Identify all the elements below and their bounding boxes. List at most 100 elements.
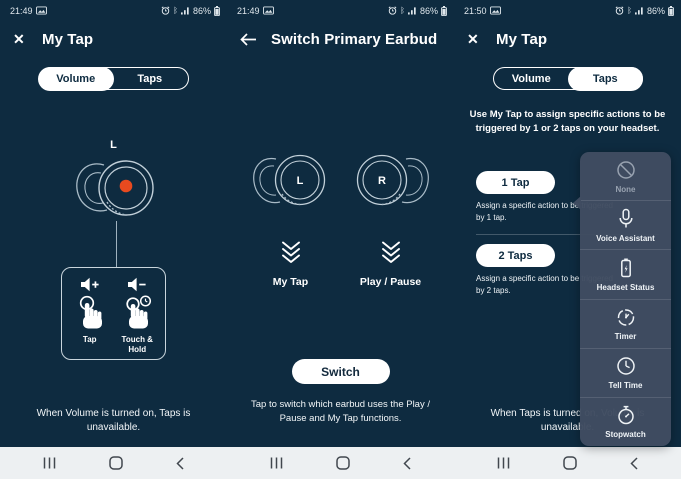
menu-item-none[interactable]: None: [580, 152, 671, 200]
volume-actions-box: Tap Touch & Hold: [61, 267, 166, 360]
tap-label: Tap: [82, 335, 97, 344]
touch-hold-action-column: Touch & Hold: [114, 277, 162, 355]
intro-text: Use My Tap to assign specific actions to…: [469, 109, 666, 134]
status-time: 21:49: [237, 5, 260, 16]
one-tap-button[interactable]: 1 Tap: [476, 171, 555, 194]
left-earbud-function: My Tap: [272, 276, 309, 288]
recents-button[interactable]: [43, 457, 56, 469]
back-button[interactable]: [403, 456, 411, 470]
close-icon[interactable]: ✕: [467, 30, 479, 47]
header: ✕ My Tap: [13, 28, 217, 50]
timer-icon: [615, 306, 637, 328]
clock-icon: [615, 355, 637, 377]
android-navbar: [227, 447, 454, 479]
status-bar: 21:49 ᛒ 86%: [237, 3, 447, 18]
recents-button[interactable]: [497, 457, 510, 469]
menu-caret: [573, 196, 581, 210]
touch-hold-gesture-icon: [122, 295, 152, 332]
touch-hold-label: Touch & Hold: [121, 335, 153, 355]
volume-taps-toggle: Volume Taps: [492, 66, 643, 91]
bluetooth-icon: ᛒ: [627, 6, 632, 15]
menu-item-stopwatch[interactable]: Stopwatch: [580, 396, 671, 446]
recents-button[interactable]: [270, 457, 283, 469]
battery-percent: 86%: [419, 5, 438, 16]
microphone-icon: [615, 208, 637, 230]
menu-item-headset-status[interactable]: Headset Status: [580, 249, 671, 298]
header: ✕ My Tap: [467, 28, 671, 50]
status-time: 21:49: [10, 5, 33, 16]
page-title: My Tap: [42, 30, 94, 48]
back-button[interactable]: [176, 456, 184, 470]
battery-status-icon: [615, 257, 637, 279]
touch-point-dot: [119, 179, 132, 193]
right-earbud-letter: R: [378, 175, 386, 187]
battery-percent: 86%: [646, 5, 665, 16]
toggle-taps[interactable]: Taps: [137, 72, 163, 85]
status-time: 21:50: [464, 5, 487, 16]
close-icon[interactable]: ✕: [13, 30, 25, 47]
toggle-taps[interactable]: Taps: [567, 66, 643, 91]
alarm-icon: [388, 6, 397, 15]
signal-icon: [180, 6, 190, 15]
two-taps-description: Assign a specific action to be triggered…: [476, 274, 613, 295]
page-title: My Tap: [496, 30, 548, 48]
menu-item-tell-time[interactable]: Tell Time: [580, 347, 671, 397]
menu-item-voice-assistant[interactable]: Voice Assistant: [580, 200, 671, 249]
signal-icon: [634, 6, 644, 15]
left-earbud-illustration: L: [249, 150, 333, 217]
tap-action-menu: None Voice Assistant Headset Status Time…: [573, 152, 671, 446]
home-button[interactable]: [563, 456, 577, 470]
left-earbud-column: L My Tap: [246, 150, 336, 288]
chevron-down-icon: [379, 241, 403, 264]
panel-switch-primary-earbud: 21:49 ᛒ 86% Switch Primary Earbud: [227, 0, 454, 479]
image-notification-icon: [489, 6, 501, 15]
one-tap-description: Assign a specific action to be triggered…: [476, 201, 613, 222]
volume-taps-toggle: Volume Taps: [38, 66, 189, 91]
home-button[interactable]: [109, 456, 123, 470]
header: Switch Primary Earbud: [240, 28, 444, 50]
image-notification-icon: [35, 6, 47, 15]
status-bar: 21:49 ᛒ 86%: [10, 3, 220, 18]
tap-action-column: Tap: [66, 277, 114, 353]
volume-down-icon: [127, 277, 147, 292]
two-taps-button[interactable]: 2 Taps: [476, 244, 555, 267]
alarm-icon: [161, 6, 170, 15]
panel-my-tap-volume: 21:49 ᛒ 86% ✕ My Tap Volume Taps L: [0, 0, 227, 479]
right-earbud-function: Play / Pause: [359, 276, 422, 288]
footnote-text: When Taps is turned on, Volume is unavai…: [490, 408, 645, 433]
switch-button[interactable]: Switch: [291, 359, 390, 384]
signal-icon: [407, 6, 417, 15]
earbud-pair: L My Tap R Play / Pause: [227, 150, 454, 288]
back-button[interactable]: [630, 456, 638, 470]
battery-icon: [214, 5, 220, 16]
bluetooth-icon: ᛒ: [173, 6, 178, 15]
chevron-down-icon: [279, 241, 303, 264]
earbud-side-label: L: [110, 139, 117, 151]
alarm-icon: [615, 6, 624, 15]
right-earbud-column: R Play / Pause: [346, 150, 436, 288]
volume-up-icon: [80, 277, 100, 292]
tap-gesture-icon: [75, 295, 105, 332]
toggle-volume[interactable]: Volume: [38, 66, 114, 91]
left-earbud-letter: L: [296, 175, 303, 187]
battery-percent: 86%: [192, 5, 211, 16]
stopwatch-icon: [615, 404, 637, 426]
menu-item-timer[interactable]: Timer: [580, 298, 671, 348]
right-earbud-illustration: R: [349, 150, 433, 217]
footnote-text: Tap to switch which earbud uses the Play…: [250, 399, 430, 424]
earbud-illustration: [66, 152, 162, 224]
bluetooth-icon: ᛒ: [400, 6, 405, 15]
battery-icon: [668, 5, 674, 16]
home-button[interactable]: [336, 456, 350, 470]
footnote-text: When Volume is turned on, Taps is unavai…: [36, 408, 191, 433]
panel-my-tap-taps: 21:50 ᛒ 86% ✕ My Tap Volume Taps Use My …: [454, 0, 681, 479]
battery-icon: [441, 5, 447, 16]
android-navbar: [0, 447, 227, 479]
image-notification-icon: [262, 6, 274, 15]
toggle-volume[interactable]: Volume: [511, 72, 551, 85]
android-navbar: [454, 447, 681, 479]
status-bar: 21:50 ᛒ 86%: [464, 3, 674, 18]
back-arrow-icon[interactable]: [240, 32, 257, 46]
page-title: Switch Primary Earbud: [271, 30, 438, 48]
